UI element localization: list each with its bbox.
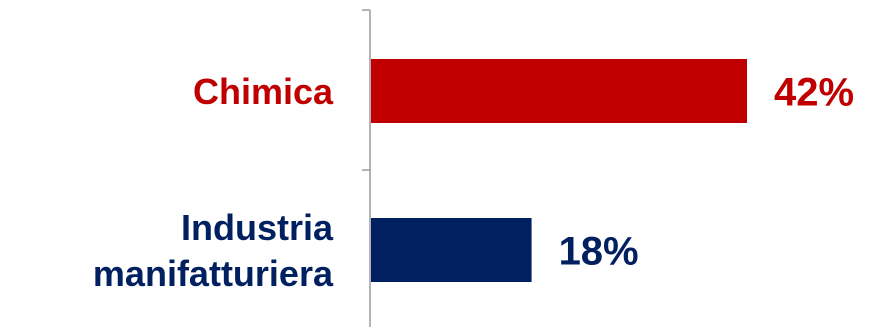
bar-1 bbox=[371, 59, 747, 123]
category-label-2: Industria manifatturiera bbox=[93, 207, 334, 294]
category-label-line: Chimica bbox=[193, 71, 334, 112]
bar-2 bbox=[371, 218, 532, 282]
category-label-line: Industria bbox=[181, 207, 334, 248]
value-label-1: 42% bbox=[774, 70, 854, 114]
category-label-line: manifatturiera bbox=[93, 253, 334, 294]
category-label-1: Chimica bbox=[193, 71, 334, 112]
value-label-2: 18% bbox=[559, 229, 639, 273]
